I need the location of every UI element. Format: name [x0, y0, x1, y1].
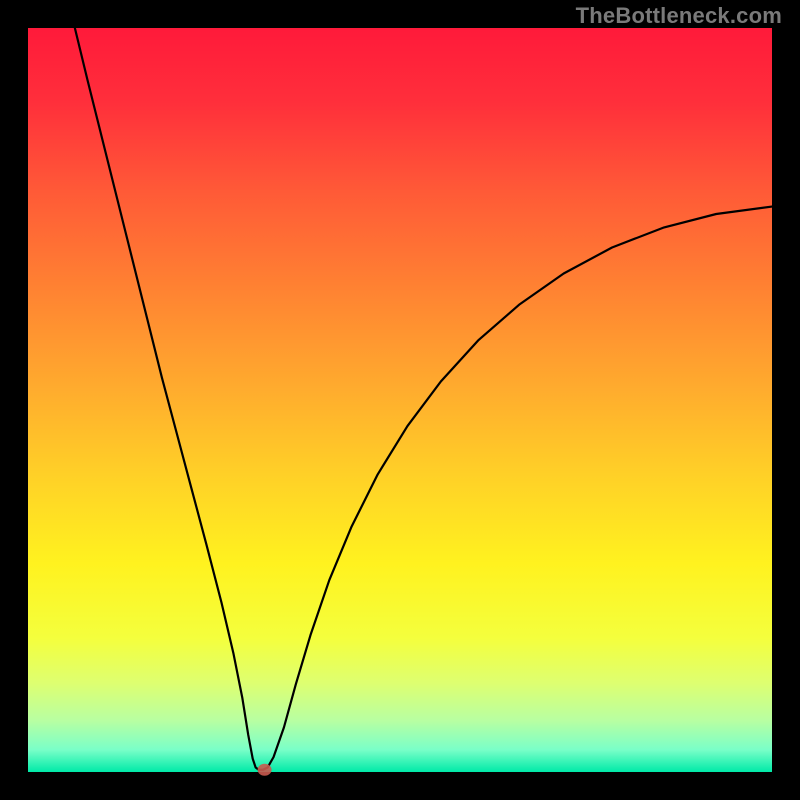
- minimum-marker: [258, 764, 272, 776]
- plot-background: [28, 28, 772, 772]
- watermark-text: TheBottleneck.com: [576, 3, 782, 29]
- chart-svg: [0, 0, 800, 800]
- chart-root: TheBottleneck.com: [0, 0, 800, 800]
